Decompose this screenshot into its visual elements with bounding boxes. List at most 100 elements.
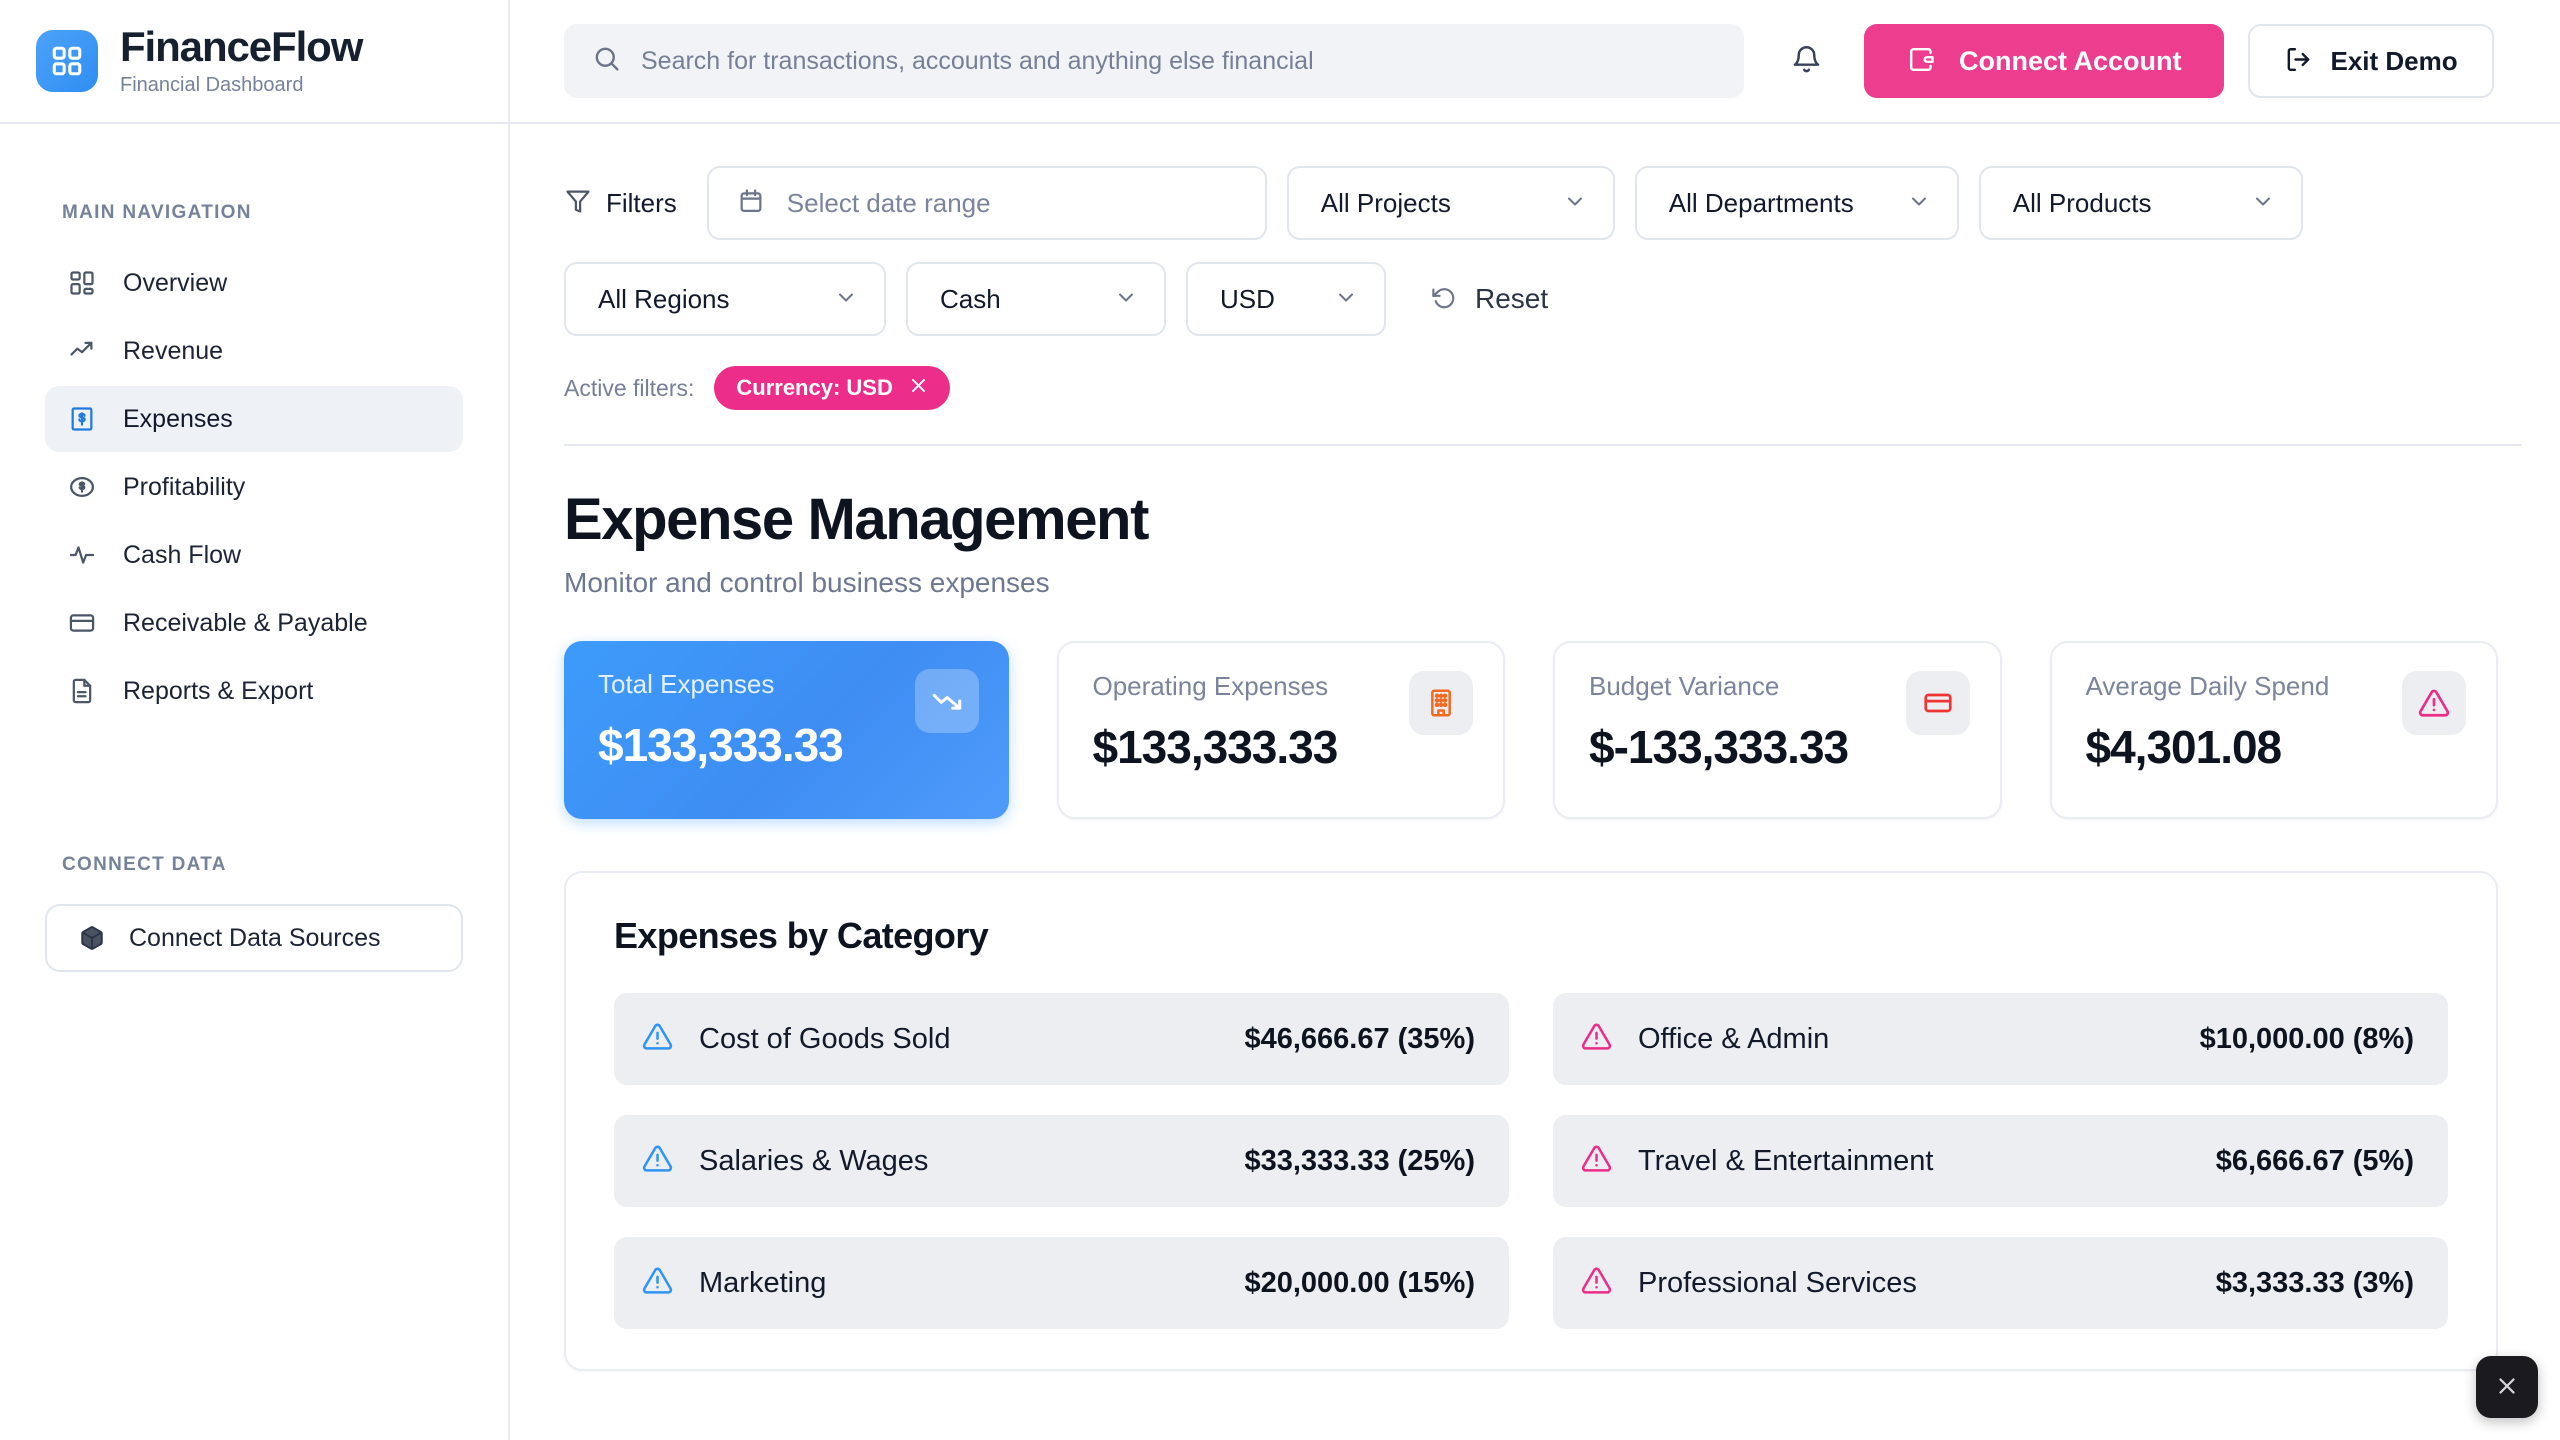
category-amount: $46,666.67 (35%) [1244,1022,1475,1055]
category-item-travel-entertainment[interactable]: Travel & Entertainment $6,666.67 (5%) [1553,1115,2448,1207]
category-name: Travel & Entertainment [1638,1144,1934,1177]
select-regions[interactable]: All Regions [564,262,886,336]
alert-triangle-icon [1581,1021,1612,1057]
trending-up-icon [67,336,97,366]
sidebar-item-label: Receivable & Payable [123,608,368,637]
category-item-marketing[interactable]: Marketing $20,000.00 (15%) [614,1237,1509,1329]
filter-row-secondary: All Regions Cash USD [564,262,2506,336]
brand-header: FinanceFlow Financial Dashboard [0,0,508,124]
sidebar-item-label: Reports & Export [123,676,314,705]
select-currency[interactable]: USD [1186,262,1386,336]
reset-filters-button[interactable]: Reset [1430,283,1548,315]
chevron-down-icon [2251,189,2275,218]
activity-icon [67,540,97,570]
connect-data-sources-button[interactable]: Connect Data Sources [45,904,463,972]
brand-title: FinanceFlow [120,22,363,70]
panel-title: Expenses by Category [614,915,989,956]
sidebar-item-receivable-payable[interactable]: Receivable & Payable [45,590,463,656]
kpi-card-average-daily-spend[interactable]: Average Daily Spend $4,301.08 [2049,641,2498,819]
category-item-cost-of-goods-sold[interactable]: Cost of Goods Sold $46,666.67 (35%) [614,993,1509,1085]
sidebar-item-label: Revenue [123,336,224,365]
page-subtitle: Monitor and control business expenses [564,567,1050,598]
exit-demo-label: Exit Demo [2330,45,2458,76]
select-regions-value: All Regions [598,283,730,314]
date-range-placeholder: Select date range [786,187,991,218]
sidebar-item-overview[interactable]: Overview [45,250,463,316]
calendar-icon [737,187,765,220]
category-name: Marketing [699,1266,827,1299]
select-departments[interactable]: All Departments [1634,166,1959,240]
sidebar-item-label: Profitability [123,472,246,501]
select-products-value: All Products [2012,187,2152,218]
reset-label: Reset [1475,283,1549,314]
exit-demo-button[interactable]: Exit Demo [2247,24,2494,98]
notifications-button[interactable] [1774,29,1838,93]
kpi-card-budget-variance[interactable]: Budget Variance $-133,333.33 [1553,641,2002,819]
category-name: Professional Services [1638,1266,1917,1299]
alert-triangle-icon [1581,1143,1612,1179]
filters-label: Filters [606,187,677,218]
document-icon [67,676,97,706]
connect-data-sources-label: Connect Data Sources [129,923,381,952]
category-name: Salaries & Wages [699,1144,929,1177]
select-accounting-basis[interactable]: Cash [906,262,1166,336]
select-currency-value: USD [1220,283,1275,314]
credit-card-icon [67,608,97,638]
select-products[interactable]: All Products [1978,166,2303,240]
select-departments-value: All Departments [1668,187,1854,218]
category-amount: $3,333.33 (3%) [2215,1266,2414,1299]
chevron-down-icon [834,285,858,314]
trending-down-icon [914,669,979,733]
active-filter-chip-currency[interactable]: Currency: USD [714,366,950,410]
filter-row-primary: Filters Select date range All Projects [564,166,2506,240]
category-item-professional-services[interactable]: Professional Services $3,333.33 (3%) [1553,1237,2448,1329]
kpi-value: $133,333.33 [598,719,844,771]
brand-subtitle: Financial Dashboard [120,74,304,97]
sidebar-item-reports-export[interactable]: Reports & Export [45,658,463,724]
active-filters: Active filters: Currency: USD [564,366,2506,410]
rotate-ccw-icon [1430,284,1457,314]
category-item-salaries-wages[interactable]: Salaries & Wages $33,333.33 (25%) [614,1115,1509,1207]
close-icon[interactable] [909,376,928,400]
nav-section-label: MAIN NAVIGATION [62,202,252,223]
kpi-value: $-133,333.33 [1589,721,1849,773]
category-amount: $10,000.00 (8%) [2199,1022,2414,1055]
sidebar: FinanceFlow Financial Dashboard MAIN NAV… [0,0,510,1440]
search-input[interactable] [641,46,1716,76]
chevron-down-icon [1114,285,1138,314]
logout-icon [2284,45,2313,77]
chevron-down-icon [1563,189,1587,218]
funnel-icon [564,187,592,220]
sidebar-item-revenue[interactable]: Revenue [45,318,463,384]
kpi-card-total-expenses[interactable]: Total Expenses $133,333.33 [564,641,1009,819]
category-name: Cost of Goods Sold [699,1022,951,1055]
select-projects[interactable]: All Projects [1286,166,1615,240]
kpi-value: $133,333.33 [1092,721,1339,773]
sidebar-item-label: Overview [123,268,228,297]
sidebar-item-label: Cash Flow [123,540,242,569]
dollar-circle-icon [67,472,97,502]
sidebar-item-profitability[interactable]: Profitability [45,454,463,520]
select-accounting-basis-value: Cash [940,283,1001,314]
filter-bar: Filters Select date range All Projects [510,124,2560,410]
topbar: Connect Account Exit Demo [510,0,2560,124]
category-item-office-admin[interactable]: Office & Admin $10,000.00 (8%) [1553,993,2448,1085]
main-area: Connect Account Exit Demo [510,0,2560,1440]
alert-triangle-icon [642,1021,673,1057]
connect-account-label: Connect Account [1959,45,2182,76]
kpi-label: Average Daily Spend [2085,671,2330,701]
date-range-picker[interactable]: Select date range [706,166,1267,240]
search-bar[interactable] [564,24,1744,98]
category-grid: Cost of Goods Sold $46,666.67 (35%) Offi… [614,993,2448,1329]
chevron-down-icon [1334,285,1358,314]
sidebar-item-expenses[interactable]: Expenses [45,386,463,452]
kpi-label: Operating Expenses [1092,671,1329,701]
kpi-card-operating-expenses[interactable]: Operating Expenses $133,333.33 [1056,641,1505,819]
connect-account-button[interactable]: Connect Account [1864,24,2224,98]
filters-label-group: Filters [564,187,677,220]
building-icon [1409,671,1473,735]
sidebar-item-cash-flow[interactable]: Cash Flow [45,522,463,588]
main-navigation: Overview Revenue Expenses [0,250,508,724]
close-demo-button[interactable] [2476,1356,2538,1418]
